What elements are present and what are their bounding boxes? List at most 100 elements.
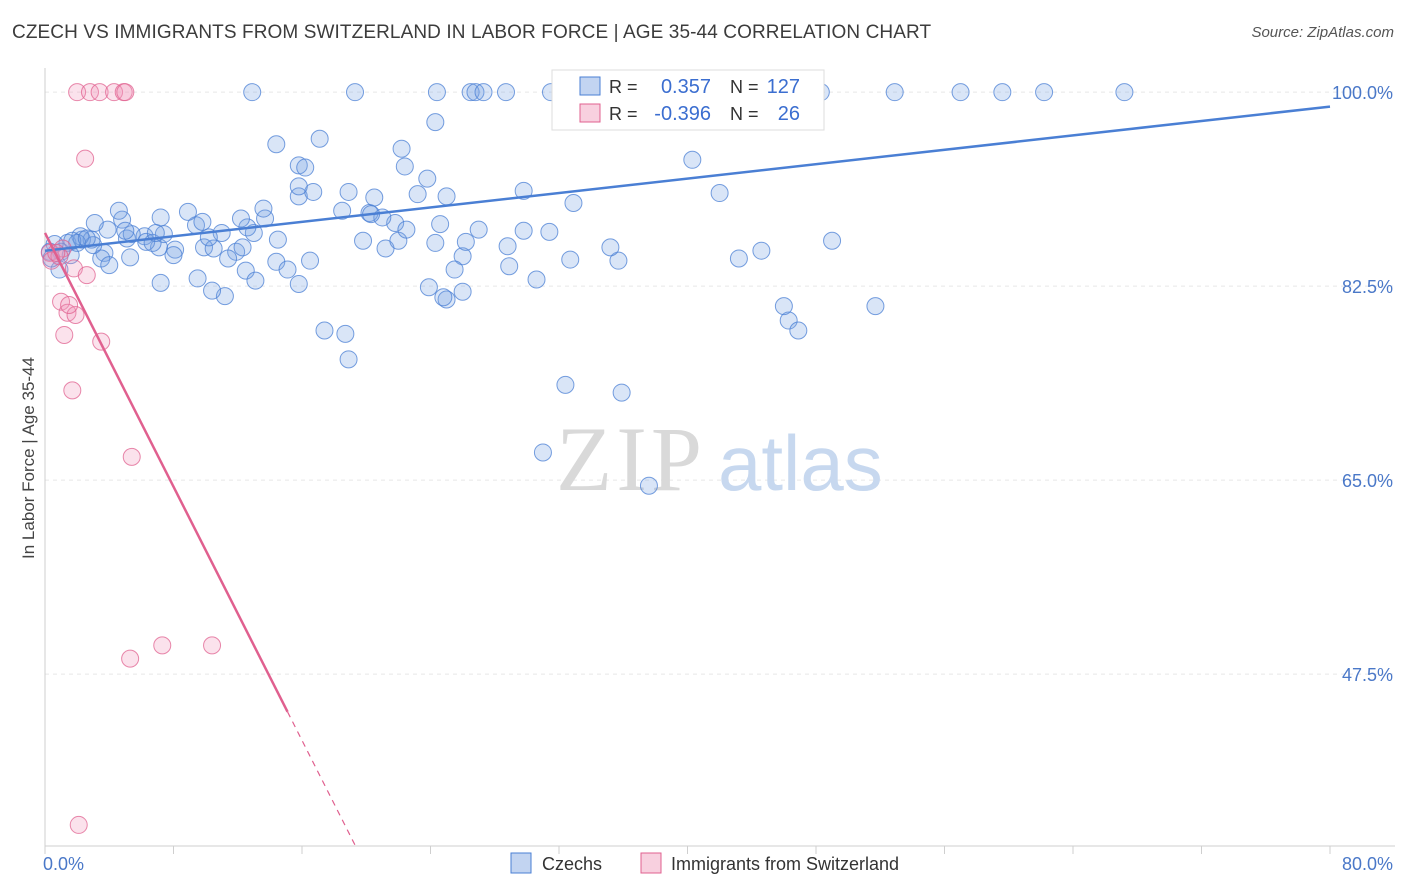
czechs-point — [434, 288, 453, 307]
czechs-point — [254, 199, 273, 218]
czechs-point — [993, 83, 1012, 102]
swiss-point — [60, 296, 79, 315]
czechs-point — [612, 383, 631, 402]
czechs-point — [121, 248, 140, 267]
czechs-point — [639, 476, 658, 495]
swiss-point — [90, 83, 109, 102]
czechs-point — [445, 260, 464, 279]
stats-n-label-swiss: N = — [730, 104, 759, 124]
x-tick-label-min: 0.0% — [43, 854, 84, 874]
czechs-point — [779, 311, 798, 330]
czechs-point — [395, 157, 414, 176]
axes — [44, 68, 1395, 854]
czechs-point — [774, 297, 793, 316]
source-credit: Source: ZipAtlas.com — [1251, 24, 1394, 41]
czechs-point — [514, 221, 533, 240]
czechs-point — [233, 238, 252, 257]
czechs-point — [561, 250, 580, 269]
chart-title: CZECH VS IMMIGRANTS FROM SWITZERLAND IN … — [12, 22, 932, 43]
czechs-point — [100, 256, 119, 275]
czechs-point — [289, 274, 308, 293]
czechs-point — [188, 269, 207, 288]
czechs-point — [426, 233, 445, 252]
czechs-point — [514, 181, 533, 200]
czechs-point — [289, 177, 308, 196]
czechs-point — [109, 201, 128, 220]
czechs-point — [246, 271, 265, 290]
czechs-point — [437, 290, 456, 309]
stats-r-label-czechs: R = — [609, 77, 638, 97]
y-axis-label: In Labor Force | Age 35-44 — [19, 357, 38, 559]
czechs-point — [164, 246, 183, 265]
czechs-point — [498, 237, 517, 256]
czechs-point — [866, 297, 885, 316]
stats-box: R = 0.357 N = 127 R = -0.396 N = 26 — [551, 69, 825, 131]
swiss-point — [153, 636, 172, 655]
czechs-point — [267, 135, 286, 154]
stats-r-czechs: 0.357 — [661, 76, 711, 98]
czechs-point — [339, 350, 358, 369]
czechs-point — [354, 231, 373, 250]
czechs-point — [418, 169, 437, 188]
czechs-point — [336, 324, 355, 343]
legend-label-swiss[interactable]: Immigrants from Switzerland — [671, 854, 899, 874]
y-tick-label: 47.5% — [1342, 665, 1393, 685]
y-tick-label: 82.5% — [1342, 277, 1393, 297]
czechs-point — [301, 251, 320, 270]
czechs-point — [397, 220, 416, 239]
czechs-point — [116, 221, 135, 240]
czechs-point — [601, 238, 620, 257]
czechs-point — [178, 202, 197, 221]
swiss-trend-line-extension — [287, 711, 358, 849]
czechs-point — [236, 261, 255, 280]
czechs-point — [203, 281, 222, 300]
czechs-point — [885, 83, 904, 102]
czechs-point — [392, 139, 411, 158]
czechs-point — [951, 83, 970, 102]
watermark-atlas: atlas — [718, 419, 883, 507]
legend-swatch-czechs[interactable] — [510, 852, 532, 874]
czechs-point — [609, 251, 628, 270]
czechs-point — [823, 231, 842, 250]
czechs-point — [752, 241, 771, 260]
y-tick-label: 100.0% — [1332, 83, 1393, 103]
czechs-point — [469, 220, 488, 239]
watermark-zip: ZIP — [556, 408, 706, 510]
czechs-point — [346, 83, 365, 102]
legend-label-czechs[interactable]: Czechs — [542, 854, 602, 874]
stats-r-swiss: -0.396 — [654, 103, 711, 125]
czechs-point — [243, 83, 262, 102]
czechs-point — [453, 282, 472, 301]
czechs-point — [195, 238, 214, 257]
czechs-points — [40, 83, 1134, 495]
czechs-point — [461, 83, 480, 102]
stats-n-swiss: 26 — [778, 103, 800, 125]
czechs-point — [456, 232, 475, 251]
czechs-point — [204, 239, 223, 258]
czechs-point — [527, 270, 546, 289]
swiss-point — [121, 649, 140, 668]
swiss-point — [66, 305, 85, 324]
grid-lines — [45, 91, 1395, 675]
x-tick-label-max: 80.0% — [1342, 854, 1393, 874]
czechs-point — [426, 113, 445, 132]
czechs-trend-line — [44, 105, 1331, 252]
legend-swatch-swiss[interactable] — [640, 852, 662, 874]
czechs-point — [683, 150, 702, 169]
czechs-point — [63, 231, 82, 250]
swiss-trend-line — [43, 232, 289, 713]
czechs-point — [278, 260, 297, 279]
czechs-point — [710, 184, 729, 203]
czechs-point — [219, 249, 238, 268]
czechs-point — [315, 321, 334, 340]
swiss-point — [203, 636, 222, 655]
czechs-point — [556, 375, 575, 394]
swiss-point — [63, 381, 82, 400]
czechs-point — [474, 83, 493, 102]
czechs-point — [419, 278, 438, 297]
czechs-point — [540, 222, 559, 241]
swiss-point — [122, 447, 141, 466]
czechs-point — [533, 443, 552, 462]
swiss-point — [69, 815, 88, 834]
czechs-point — [296, 158, 315, 177]
